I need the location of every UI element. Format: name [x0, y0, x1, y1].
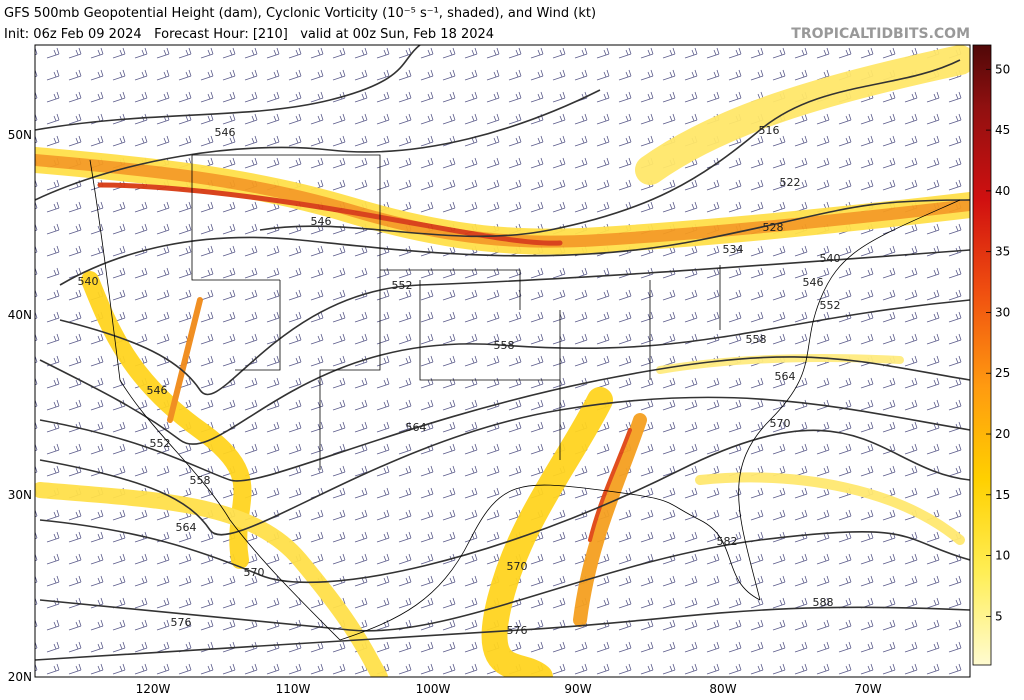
contour-label: 582 — [717, 535, 738, 548]
colorbar-tick-label: 40 — [995, 184, 1010, 198]
lat-label: 50N — [8, 128, 32, 142]
contour-label: 552 — [150, 437, 171, 450]
colorbar-tick-label: 5 — [995, 609, 1003, 623]
colorbar-tick-label: 35 — [995, 245, 1010, 259]
contour-label: 558 — [494, 339, 515, 352]
contour-label: 546 — [803, 276, 824, 289]
lon-label: 70W — [854, 682, 881, 696]
lon-label: 110W — [276, 682, 311, 696]
contour-label: 576 — [507, 624, 528, 637]
lon-label: 80W — [709, 682, 736, 696]
contour-label: 558 — [190, 474, 211, 487]
source: TROPICALTIDBITS.COM — [791, 26, 970, 42]
contour-label: 546 — [147, 384, 168, 397]
contour-label: 552 — [392, 279, 413, 292]
colorbar-tick-label: 10 — [995, 549, 1010, 563]
lon-labels: 120W 110W 100W 90W 80W 70W — [136, 682, 882, 696]
subtitle: Init: 06z Feb 09 2024 Forecast Hour: [21… — [4, 27, 494, 42]
contour-label: 558 — [746, 333, 767, 346]
contour-label: 570 — [770, 417, 791, 430]
colorbar-scale — [972, 44, 992, 666]
title: GFS 500mb Geopotential Height (dam), Cyc… — [4, 6, 596, 21]
lat-label: 40N — [8, 308, 32, 322]
map-border — [34, 44, 971, 678]
lon-label: 100W — [416, 682, 451, 696]
contour-label: 546 — [311, 215, 332, 228]
colorbar-tick-label: 30 — [995, 305, 1010, 319]
contour-label: 528 — [763, 221, 784, 234]
lat-labels: 50N 40N 30N 20N — [8, 128, 32, 684]
contour-label: 522 — [780, 176, 801, 189]
map-area — [35, 45, 970, 677]
colorbar-tick-label: 50 — [995, 62, 1010, 76]
contour-label: 564 — [406, 421, 427, 434]
contour-label: 570 — [507, 560, 528, 573]
contour-label: 516 — [759, 124, 780, 137]
lon-label: 120W — [136, 682, 171, 696]
contour-label: 576 — [171, 616, 192, 629]
lat-label: 20N — [8, 670, 32, 684]
contour-label: 534 — [723, 243, 744, 256]
colorbar-tick-label: 45 — [995, 123, 1010, 137]
contour-label: 564 — [775, 370, 796, 383]
colorbar-tick-label: 20 — [995, 427, 1010, 441]
colorbar-tick-label: 25 — [995, 366, 1010, 380]
colorbar-tick-label: 15 — [995, 488, 1010, 502]
lat-label: 30N — [8, 488, 32, 502]
contour-label: 546 — [215, 126, 236, 139]
contour-labels: 546 516 522 528 534 540 546 540 552 546 … — [78, 124, 841, 637]
contour-label: 552 — [820, 299, 841, 312]
lon-label: 90W — [564, 682, 591, 696]
contour-label: 570 — [244, 566, 265, 579]
contour-label: 588 — [813, 596, 834, 609]
colorbar: 5 10 15 20 25 30 35 40 45 50 — [972, 44, 1010, 666]
contour-label: 540 — [78, 275, 99, 288]
contour-label: 564 — [176, 521, 197, 534]
contour-label: 540 — [820, 252, 841, 265]
